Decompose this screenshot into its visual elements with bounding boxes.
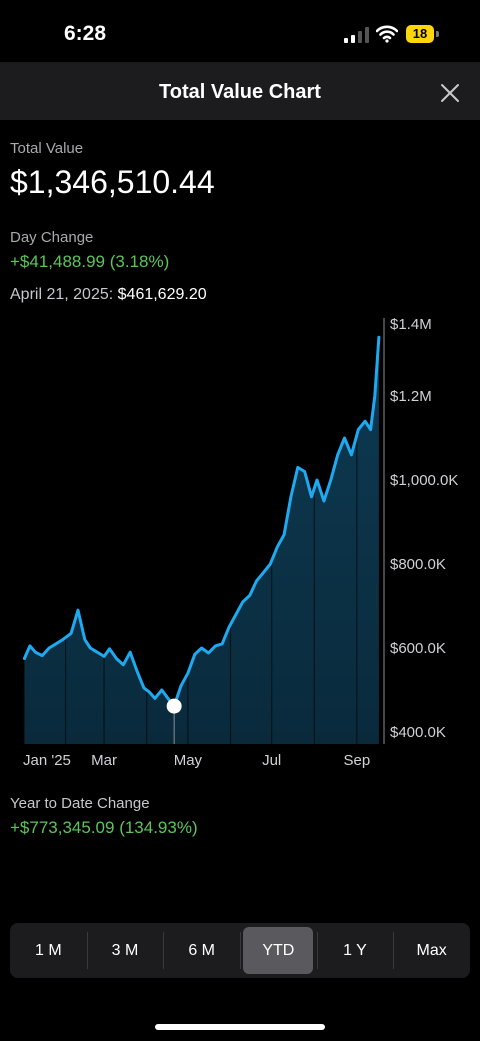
total-value-chart[interactable]: $1.4M $1.2M $1,000.0K $800.0K $600.0K $400.0K… bbox=[0, 316, 480, 772]
x-tick-label: Jul bbox=[262, 752, 281, 769]
range-separator bbox=[163, 932, 165, 969]
day-change-value: +$41,488.99 (3.18%) bbox=[10, 252, 170, 271]
range-button-1y[interactable]: 1 Y bbox=[343, 942, 367, 959]
total-value: $1,346,510.44 bbox=[10, 164, 215, 200]
status-time: 6:28 bbox=[64, 22, 107, 45]
home-indicator bbox=[155, 1024, 325, 1030]
status-bar: 6:28 18 bbox=[0, 0, 480, 62]
chart-selected-point[interactable] bbox=[166, 698, 182, 714]
range-button-1m[interactable]: 1 M bbox=[34, 942, 62, 959]
range-separator bbox=[393, 932, 395, 969]
selected-point-readout: April 21, 2025: $461,629.20 bbox=[10, 286, 207, 304]
selected-value: $461,629.20 bbox=[117, 286, 207, 303]
range-button-ytd[interactable]: YTD bbox=[243, 927, 314, 974]
x-tick-label: Sep bbox=[344, 752, 371, 769]
close-icon[interactable] bbox=[434, 78, 464, 108]
range-separator bbox=[86, 932, 88, 969]
cellular-signal-icon bbox=[344, 27, 369, 43]
y-tick-label: $1,000.0K bbox=[390, 472, 458, 489]
selected-date: April 21, 2025: bbox=[10, 286, 114, 303]
x-tick-label: Jan '25 bbox=[23, 752, 71, 769]
chart-series-line bbox=[22, 335, 381, 708]
range-separator bbox=[316, 932, 318, 969]
battery-level: 18 bbox=[406, 25, 434, 43]
y-tick-label: $1.4M bbox=[390, 316, 432, 333]
ytd-value: +$773,345.09 (134.93%) bbox=[10, 818, 198, 837]
y-tick-label: $600.0K bbox=[390, 640, 446, 657]
time-range-selector: 1 M 3 M 6 M YTD 1 Y Max bbox=[10, 923, 470, 978]
range-button-6m[interactable]: 6 M bbox=[188, 942, 215, 959]
battery-icon: 18 bbox=[406, 25, 440, 45]
range-button-3m[interactable]: 3 M bbox=[111, 942, 139, 959]
day-change-label: Day Change bbox=[10, 229, 94, 246]
page-title: Total Value Chart bbox=[159, 81, 321, 103]
y-tick-label: $800.0K bbox=[390, 556, 446, 573]
y-tick-label: $1.2M bbox=[390, 388, 432, 405]
wifi-icon bbox=[376, 25, 398, 43]
y-tick-label: $400.0K bbox=[390, 724, 446, 741]
x-tick-label: Mar bbox=[91, 752, 117, 769]
ytd-label: Year to Date Change bbox=[10, 795, 150, 812]
range-separator bbox=[240, 932, 241, 969]
range-button-max[interactable]: Max bbox=[416, 942, 447, 959]
x-tick-label: May bbox=[174, 752, 203, 769]
modal-header: Total Value Chart bbox=[0, 62, 480, 120]
total-value-label: Total Value bbox=[10, 140, 84, 157]
chart-area-fill bbox=[24, 337, 379, 744]
